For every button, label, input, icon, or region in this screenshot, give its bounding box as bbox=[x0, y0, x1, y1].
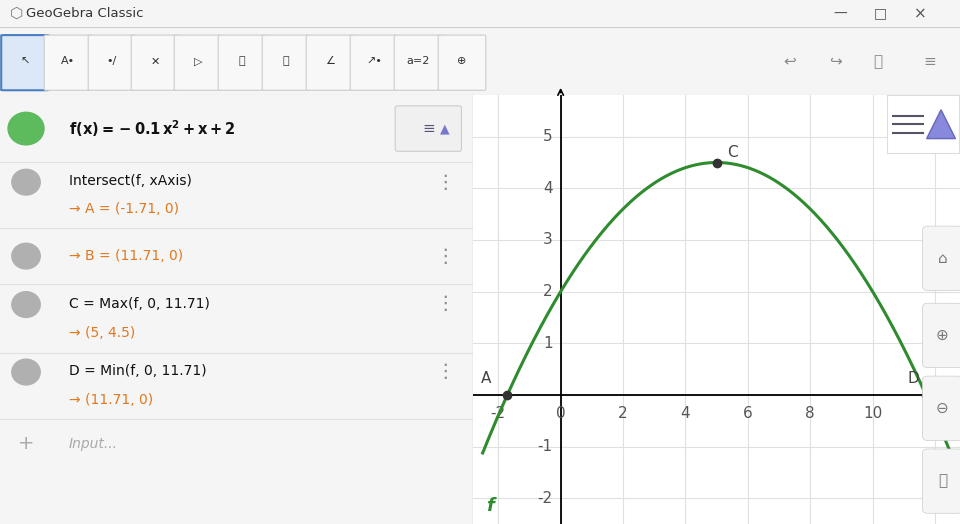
Text: ≡: ≡ bbox=[924, 54, 936, 69]
Text: A•: A• bbox=[60, 56, 75, 67]
Circle shape bbox=[12, 292, 40, 318]
Text: ⬭: ⬭ bbox=[282, 56, 289, 67]
Text: ⬭: ⬭ bbox=[239, 56, 246, 67]
Text: → (11.71, 0): → (11.71, 0) bbox=[68, 394, 153, 407]
Text: 🔍: 🔍 bbox=[874, 54, 882, 69]
Text: $\mathbf{f(x) = -0.1\,x^2 + x + 2}$: $\mathbf{f(x) = -0.1\,x^2 + x + 2}$ bbox=[68, 118, 235, 139]
Text: Input...: Input... bbox=[68, 436, 118, 451]
Text: → (5, 4.5): → (5, 4.5) bbox=[68, 326, 134, 340]
FancyBboxPatch shape bbox=[306, 35, 354, 90]
Text: ∠: ∠ bbox=[325, 56, 335, 67]
FancyBboxPatch shape bbox=[174, 35, 222, 90]
Text: GeoGebra Classic: GeoGebra Classic bbox=[26, 7, 143, 20]
Text: ⊖: ⊖ bbox=[936, 401, 948, 416]
Text: 12: 12 bbox=[925, 406, 945, 421]
Text: A: A bbox=[481, 370, 492, 386]
Text: ⌂: ⌂ bbox=[938, 251, 948, 266]
FancyBboxPatch shape bbox=[923, 303, 960, 367]
Circle shape bbox=[12, 169, 40, 195]
Text: 6: 6 bbox=[743, 406, 753, 421]
Text: ⋮: ⋮ bbox=[435, 247, 455, 266]
Text: ⋮: ⋮ bbox=[435, 173, 455, 192]
Text: 10: 10 bbox=[863, 406, 882, 421]
FancyBboxPatch shape bbox=[1, 35, 49, 90]
Text: → B = (11.71, 0): → B = (11.71, 0) bbox=[68, 249, 182, 263]
FancyBboxPatch shape bbox=[88, 35, 135, 90]
FancyBboxPatch shape bbox=[923, 226, 960, 290]
Text: ↩: ↩ bbox=[783, 54, 797, 69]
Text: D = Min(f, 0, 11.71): D = Min(f, 0, 11.71) bbox=[68, 364, 206, 378]
Text: C = Max(f, 0, 11.71): C = Max(f, 0, 11.71) bbox=[68, 297, 209, 311]
FancyBboxPatch shape bbox=[132, 35, 179, 90]
Text: □: □ bbox=[874, 7, 887, 20]
Text: -2: -2 bbox=[491, 406, 506, 421]
Text: 5: 5 bbox=[543, 129, 553, 144]
Text: C: C bbox=[728, 145, 738, 160]
Text: ≡: ≡ bbox=[422, 121, 435, 136]
Text: a=2: a=2 bbox=[406, 56, 430, 67]
Text: 0: 0 bbox=[556, 406, 565, 421]
Text: ⋮: ⋮ bbox=[435, 294, 455, 313]
FancyBboxPatch shape bbox=[350, 35, 397, 90]
Text: ↗•: ↗• bbox=[366, 56, 382, 67]
FancyBboxPatch shape bbox=[395, 35, 442, 90]
Text: -2: -2 bbox=[538, 490, 553, 506]
FancyBboxPatch shape bbox=[438, 35, 486, 90]
Text: ▲: ▲ bbox=[440, 122, 449, 135]
Circle shape bbox=[12, 243, 40, 269]
Text: Intersect(f, xAxis): Intersect(f, xAxis) bbox=[68, 174, 191, 188]
Text: D: D bbox=[907, 370, 919, 386]
Text: ↪: ↪ bbox=[828, 54, 841, 69]
Text: 3: 3 bbox=[543, 233, 553, 247]
Circle shape bbox=[12, 359, 40, 385]
Text: ×: × bbox=[914, 6, 926, 21]
Text: ⊕: ⊕ bbox=[457, 56, 467, 67]
Text: —: — bbox=[833, 7, 847, 20]
Text: ✕: ✕ bbox=[151, 56, 159, 67]
FancyBboxPatch shape bbox=[262, 35, 310, 90]
FancyBboxPatch shape bbox=[44, 35, 92, 90]
Text: ⋮: ⋮ bbox=[435, 362, 455, 381]
Text: 8: 8 bbox=[805, 406, 815, 421]
Text: ⊕: ⊕ bbox=[936, 328, 948, 343]
Text: 4: 4 bbox=[543, 181, 553, 196]
Text: ⬡: ⬡ bbox=[10, 6, 23, 21]
Polygon shape bbox=[926, 110, 955, 138]
Text: 4: 4 bbox=[681, 406, 690, 421]
Text: •/: •/ bbox=[107, 56, 117, 67]
FancyBboxPatch shape bbox=[923, 376, 960, 440]
Text: 2: 2 bbox=[618, 406, 628, 421]
FancyBboxPatch shape bbox=[218, 35, 266, 90]
Text: ↖: ↖ bbox=[20, 56, 30, 67]
Text: f: f bbox=[486, 497, 493, 515]
Circle shape bbox=[8, 112, 44, 145]
Text: ▷: ▷ bbox=[194, 56, 203, 67]
Text: +: + bbox=[18, 434, 35, 453]
FancyBboxPatch shape bbox=[923, 449, 960, 514]
Text: -1: -1 bbox=[538, 439, 553, 454]
Text: 2: 2 bbox=[543, 284, 553, 299]
Text: ⤢: ⤢ bbox=[938, 474, 948, 489]
FancyBboxPatch shape bbox=[396, 106, 462, 151]
Text: 1: 1 bbox=[543, 336, 553, 351]
Text: → A = (-1.71, 0): → A = (-1.71, 0) bbox=[68, 202, 179, 216]
